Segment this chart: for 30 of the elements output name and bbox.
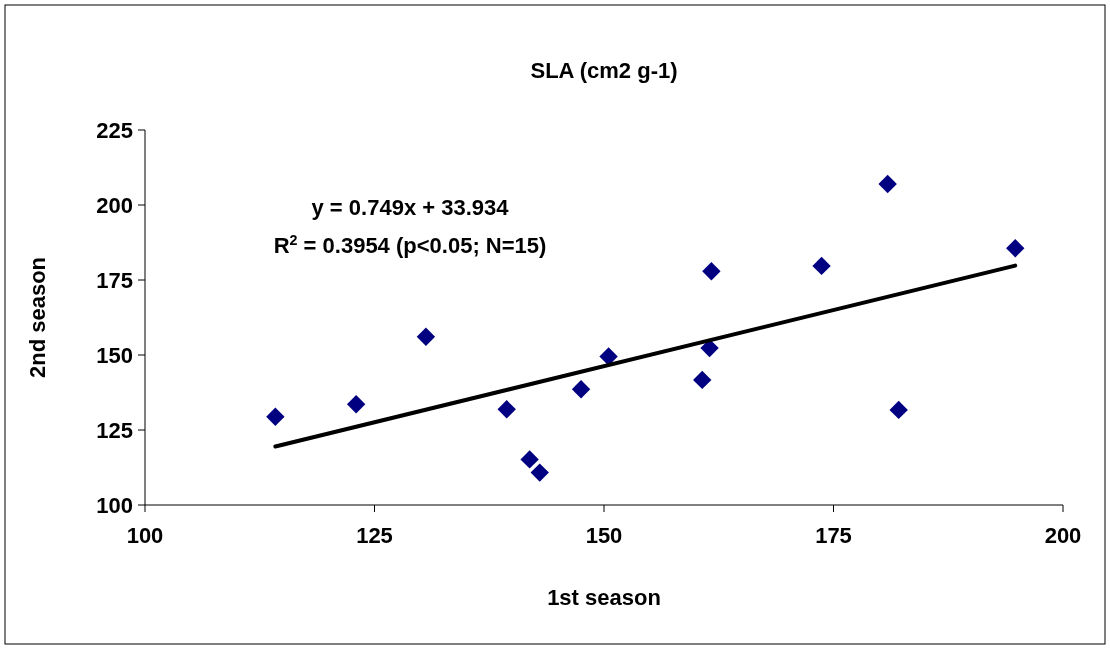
x-tick-label: 125 (356, 523, 393, 548)
point (878, 174, 897, 194)
y-tick-label: 150 (96, 342, 133, 368)
y-axis-title: 2nd season (25, 256, 50, 379)
x-tick-label: 200 (1044, 523, 1082, 548)
point (693, 370, 712, 390)
y-tick-label: 175 (96, 267, 133, 293)
point (702, 262, 721, 281)
chart-title: SLA (cm2 g-1) (530, 58, 678, 83)
point (416, 327, 436, 346)
point (346, 395, 366, 414)
point (1006, 239, 1025, 258)
x-tick-label: 150 (585, 523, 623, 548)
y-tick-label: 225 (96, 117, 133, 143)
annotation: R$^{2}$ = 0.3954 (p<0.05; N=15) (273, 232, 547, 258)
annotation: y = 0.749x + 33.934 (311, 195, 510, 220)
x-tick-label: 175 (815, 523, 852, 548)
y-tick-label: 125 (96, 417, 133, 443)
x-tick-label: 100 (126, 523, 164, 548)
point (571, 380, 591, 399)
point (497, 400, 516, 419)
point (599, 347, 618, 366)
point (520, 450, 539, 469)
point (812, 256, 831, 276)
y-tick-label: 100 (96, 492, 133, 518)
y-tick-label: 200 (96, 192, 133, 218)
point (889, 400, 908, 420)
point (266, 407, 285, 426)
point (530, 463, 549, 482)
x-axis-title: 1st season (547, 585, 661, 610)
